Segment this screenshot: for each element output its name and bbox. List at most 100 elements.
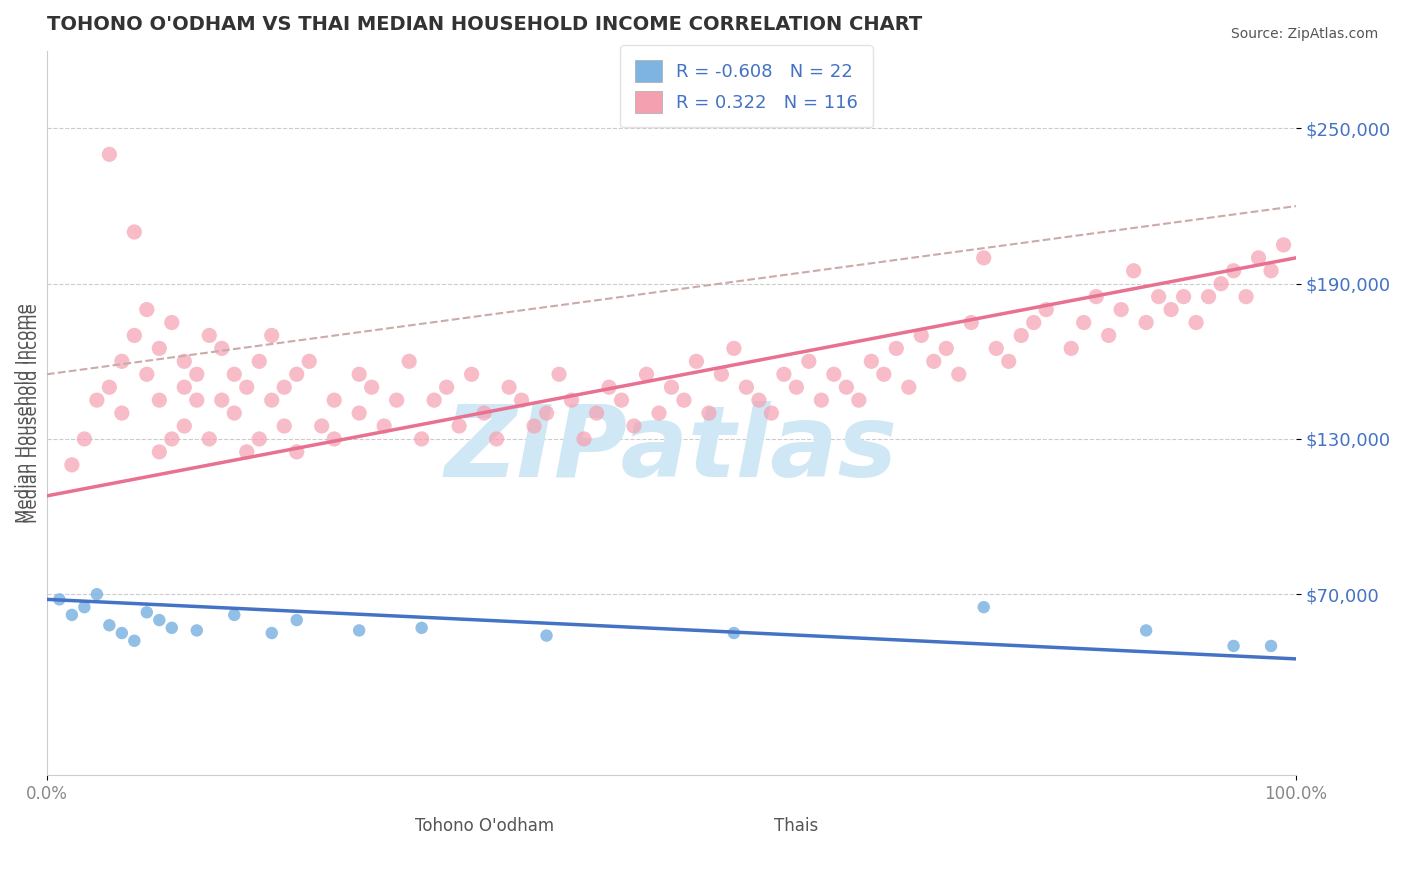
Point [235,380,257,394]
Point [247,432,270,446]
Point [860,354,883,368]
Point [98,618,121,632]
Point [148,445,170,459]
Point [810,393,832,408]
Point [1173,290,1195,304]
Point [360,380,382,394]
Point [472,406,495,420]
Point [160,316,183,330]
Point [1234,290,1257,304]
Point [124,328,146,343]
Point [224,368,246,382]
Point [548,368,571,382]
Point [1260,264,1282,278]
Point [111,406,134,420]
Point [411,432,433,446]
Point [273,380,295,394]
Point [748,393,770,408]
Text: Thais: Thais [775,817,818,835]
Point [124,225,146,239]
Point [960,316,983,330]
Point [536,629,558,643]
Point [398,354,420,368]
Point [485,432,508,446]
Point [948,368,970,382]
Point [922,354,945,368]
Point [273,419,295,434]
Point [510,393,533,408]
Point [135,605,157,619]
Point [1122,264,1144,278]
Point [661,380,683,394]
Point [148,613,170,627]
Point [973,600,995,615]
Point [48,592,70,607]
Point [224,406,246,420]
Point [148,393,170,408]
Point [411,621,433,635]
Point [910,328,932,343]
Point [60,607,83,622]
Point [60,458,83,472]
Point [173,419,195,434]
Point [260,626,283,640]
Point [1022,316,1045,330]
Point [785,380,807,394]
Point [610,393,633,408]
Point [1135,316,1157,330]
Point [298,354,321,368]
Point [1109,302,1132,317]
Point [211,342,233,356]
Point [247,354,270,368]
Point [385,393,408,408]
Point [986,342,1008,356]
Legend: R = -0.608   N = 22, R = 0.322   N = 116: R = -0.608 N = 22, R = 0.322 N = 116 [620,45,873,128]
Point [1098,328,1121,343]
Point [1185,316,1208,330]
Point [723,342,745,356]
Point [710,368,733,382]
Point [73,432,96,446]
Point [347,624,370,638]
Point [672,393,695,408]
Point [186,393,208,408]
Y-axis label: Median Household Income: Median Household Income [24,303,41,523]
Point [285,445,308,459]
Point [323,393,346,408]
Point [86,393,108,408]
Point [598,380,620,394]
Point [98,380,121,394]
Point [873,368,896,382]
Point [198,328,221,343]
Point [135,368,157,382]
Point [1135,624,1157,638]
Point [198,432,221,446]
Point [1010,328,1032,343]
Point [86,587,108,601]
Point [73,600,96,615]
Point [1147,290,1170,304]
Point [735,380,758,394]
Point [685,354,707,368]
Point [797,354,820,368]
Point [235,445,257,459]
Point [723,626,745,640]
Point [323,432,346,446]
Text: Tohono O'odham: Tohono O'odham [415,817,554,835]
Text: ZIPatlas: ZIPatlas [444,401,898,498]
Point [124,633,146,648]
Point [997,354,1019,368]
Text: TOHONO O'ODHAM VS THAI MEDIAN HOUSEHOLD INCOME CORRELATION CHART: TOHONO O'ODHAM VS THAI MEDIAN HOUSEHOLD … [46,15,922,34]
Point [373,419,395,434]
Point [498,380,520,394]
Point [347,406,370,420]
Point [1073,316,1095,330]
Point [523,419,546,434]
Point [973,251,995,265]
Point [560,393,582,408]
Point [111,626,134,640]
Point [897,380,920,394]
Point [260,328,283,343]
Point [935,342,957,356]
Point [285,368,308,382]
